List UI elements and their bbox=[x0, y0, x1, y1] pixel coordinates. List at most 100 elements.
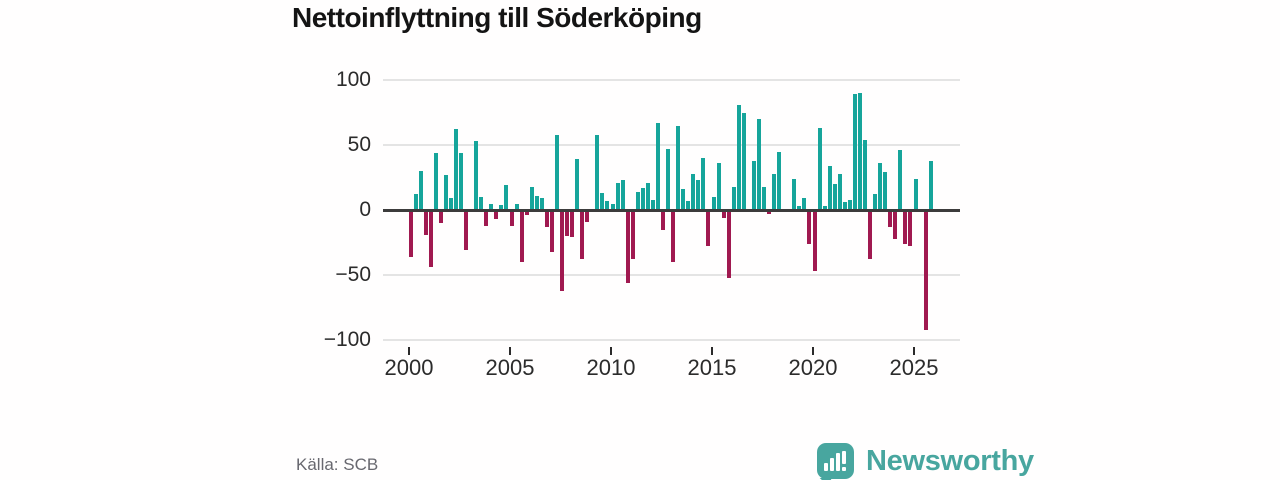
bar-2006-q1 bbox=[529, 186, 534, 210]
newsworthy-wordmark: Newsworthy bbox=[866, 444, 1034, 477]
bar-2025-q1 bbox=[913, 178, 918, 210]
bar-2012-q4 bbox=[666, 148, 671, 210]
bar-2001-q4 bbox=[443, 174, 448, 210]
bar-2020-q3 bbox=[822, 206, 827, 210]
bar-2001-q2 bbox=[433, 152, 438, 210]
x-tick-mark bbox=[610, 347, 612, 355]
bar-2005-q1 bbox=[509, 210, 514, 226]
bar-2025-q4 bbox=[928, 160, 933, 210]
bar-2023-q4 bbox=[888, 210, 893, 227]
gridline bbox=[383, 274, 960, 276]
bar-2006-q2 bbox=[534, 195, 539, 210]
bar-2000-q1 bbox=[408, 210, 413, 257]
bar-2023-q2 bbox=[878, 163, 883, 210]
plot-area bbox=[383, 79, 960, 341]
bar-2010-q3 bbox=[620, 180, 625, 210]
bar-2010-q2 bbox=[615, 182, 620, 210]
bar-2017-q2 bbox=[756, 119, 761, 210]
bar-2000-q4 bbox=[423, 210, 428, 235]
bar-2002-q3 bbox=[459, 152, 463, 210]
x-tick-label: 2010 bbox=[586, 355, 636, 380]
bar-2002-q2 bbox=[453, 129, 458, 210]
bar-2013-q1 bbox=[671, 210, 676, 262]
bar-2011-q1 bbox=[630, 210, 635, 260]
bar-2014-q3 bbox=[701, 158, 706, 210]
bar-2004-q4 bbox=[504, 185, 509, 210]
bar-2021-q1 bbox=[832, 184, 837, 210]
bar-2009-q4 bbox=[605, 200, 610, 210]
bar-2014-q2 bbox=[696, 180, 701, 210]
bar-2008-q2 bbox=[575, 159, 580, 210]
bar-2017-q1 bbox=[751, 160, 756, 210]
bar-2005-q4 bbox=[524, 210, 529, 216]
bar-2003-q3 bbox=[479, 197, 484, 210]
bar-2013-q4 bbox=[686, 200, 691, 210]
bar-2015-q4 bbox=[726, 210, 731, 278]
bar-2003-q4 bbox=[484, 210, 489, 226]
bar-2010-q1 bbox=[610, 203, 615, 210]
x-tick-label: 2020 bbox=[788, 355, 838, 380]
y-tick-label: 50 bbox=[347, 133, 371, 156]
bar-2011-q4 bbox=[645, 182, 650, 210]
bar-2016-q3 bbox=[741, 112, 746, 210]
bar-2009-q3 bbox=[600, 193, 605, 210]
bar-2011-q2 bbox=[635, 191, 640, 210]
newsworthy-logo: Newsworthy bbox=[817, 441, 1034, 480]
bar-2020-q1 bbox=[812, 210, 817, 272]
bar-2013-q2 bbox=[676, 125, 681, 210]
bar-2015-q1 bbox=[711, 197, 716, 210]
bar-2007-q1 bbox=[549, 210, 554, 252]
gridline bbox=[383, 79, 960, 81]
x-tick-mark bbox=[509, 347, 511, 355]
bar-2018-q2 bbox=[777, 151, 782, 210]
gridline bbox=[383, 339, 960, 341]
bar-2003-q2 bbox=[474, 141, 479, 210]
bar-2023-q3 bbox=[883, 172, 888, 210]
bar-chart-icon bbox=[824, 451, 848, 471]
bar-2021-q4 bbox=[847, 199, 852, 210]
bar-2005-q2 bbox=[514, 203, 519, 210]
bar-2024-q4 bbox=[908, 210, 913, 247]
x-tick-label: 2000 bbox=[384, 355, 434, 380]
bar-2019-q1 bbox=[792, 178, 797, 210]
y-tick-label: 0 bbox=[359, 198, 371, 221]
bar-2022-q1 bbox=[852, 94, 857, 210]
bar-2024-q1 bbox=[893, 210, 898, 239]
bar-2012-q1 bbox=[650, 199, 655, 210]
x-tick-label: 2005 bbox=[485, 355, 535, 380]
bar-2021-q3 bbox=[842, 202, 847, 210]
bar-2007-q2 bbox=[554, 134, 559, 210]
bar-2017-q3 bbox=[762, 186, 766, 210]
bar-2008-q1 bbox=[570, 210, 575, 238]
bar-2019-q2 bbox=[797, 206, 802, 210]
x-tick-mark bbox=[913, 347, 915, 355]
bar-2014-q1 bbox=[691, 173, 696, 210]
bar-2005-q3 bbox=[519, 210, 524, 262]
bar-2001-q1 bbox=[428, 210, 433, 268]
bar-2012-q3 bbox=[661, 210, 665, 230]
bar-2024-q3 bbox=[903, 210, 908, 244]
bar-2021-q2 bbox=[837, 173, 842, 210]
bar-2004-q2 bbox=[494, 210, 499, 220]
bar-2004-q3 bbox=[499, 204, 504, 210]
bar-2000-q2 bbox=[413, 194, 418, 210]
bar-2018-q1 bbox=[772, 173, 777, 210]
newsworthy-bubble-icon bbox=[817, 443, 854, 479]
y-tick-label: −100 bbox=[323, 328, 371, 351]
x-tick-label: 2015 bbox=[687, 355, 737, 380]
bar-2011-q3 bbox=[640, 187, 645, 210]
bar-2009-q2 bbox=[595, 134, 600, 210]
bar-2015-q3 bbox=[721, 210, 726, 218]
bar-2022-q2 bbox=[857, 93, 862, 210]
bar-2006-q4 bbox=[544, 210, 549, 227]
bar-2016-q2 bbox=[736, 104, 741, 210]
x-tick-mark bbox=[711, 347, 713, 355]
y-axis-labels: 100 50 0 −50 −100 bbox=[0, 68, 371, 351]
bar-2022-q4 bbox=[868, 210, 873, 260]
source-caption: Källa: SCB bbox=[296, 455, 379, 474]
bar-2014-q4 bbox=[706, 210, 711, 247]
bar-2010-q4 bbox=[625, 210, 630, 283]
bar-2020-q4 bbox=[827, 165, 832, 210]
bar-2015-q2 bbox=[716, 163, 721, 210]
